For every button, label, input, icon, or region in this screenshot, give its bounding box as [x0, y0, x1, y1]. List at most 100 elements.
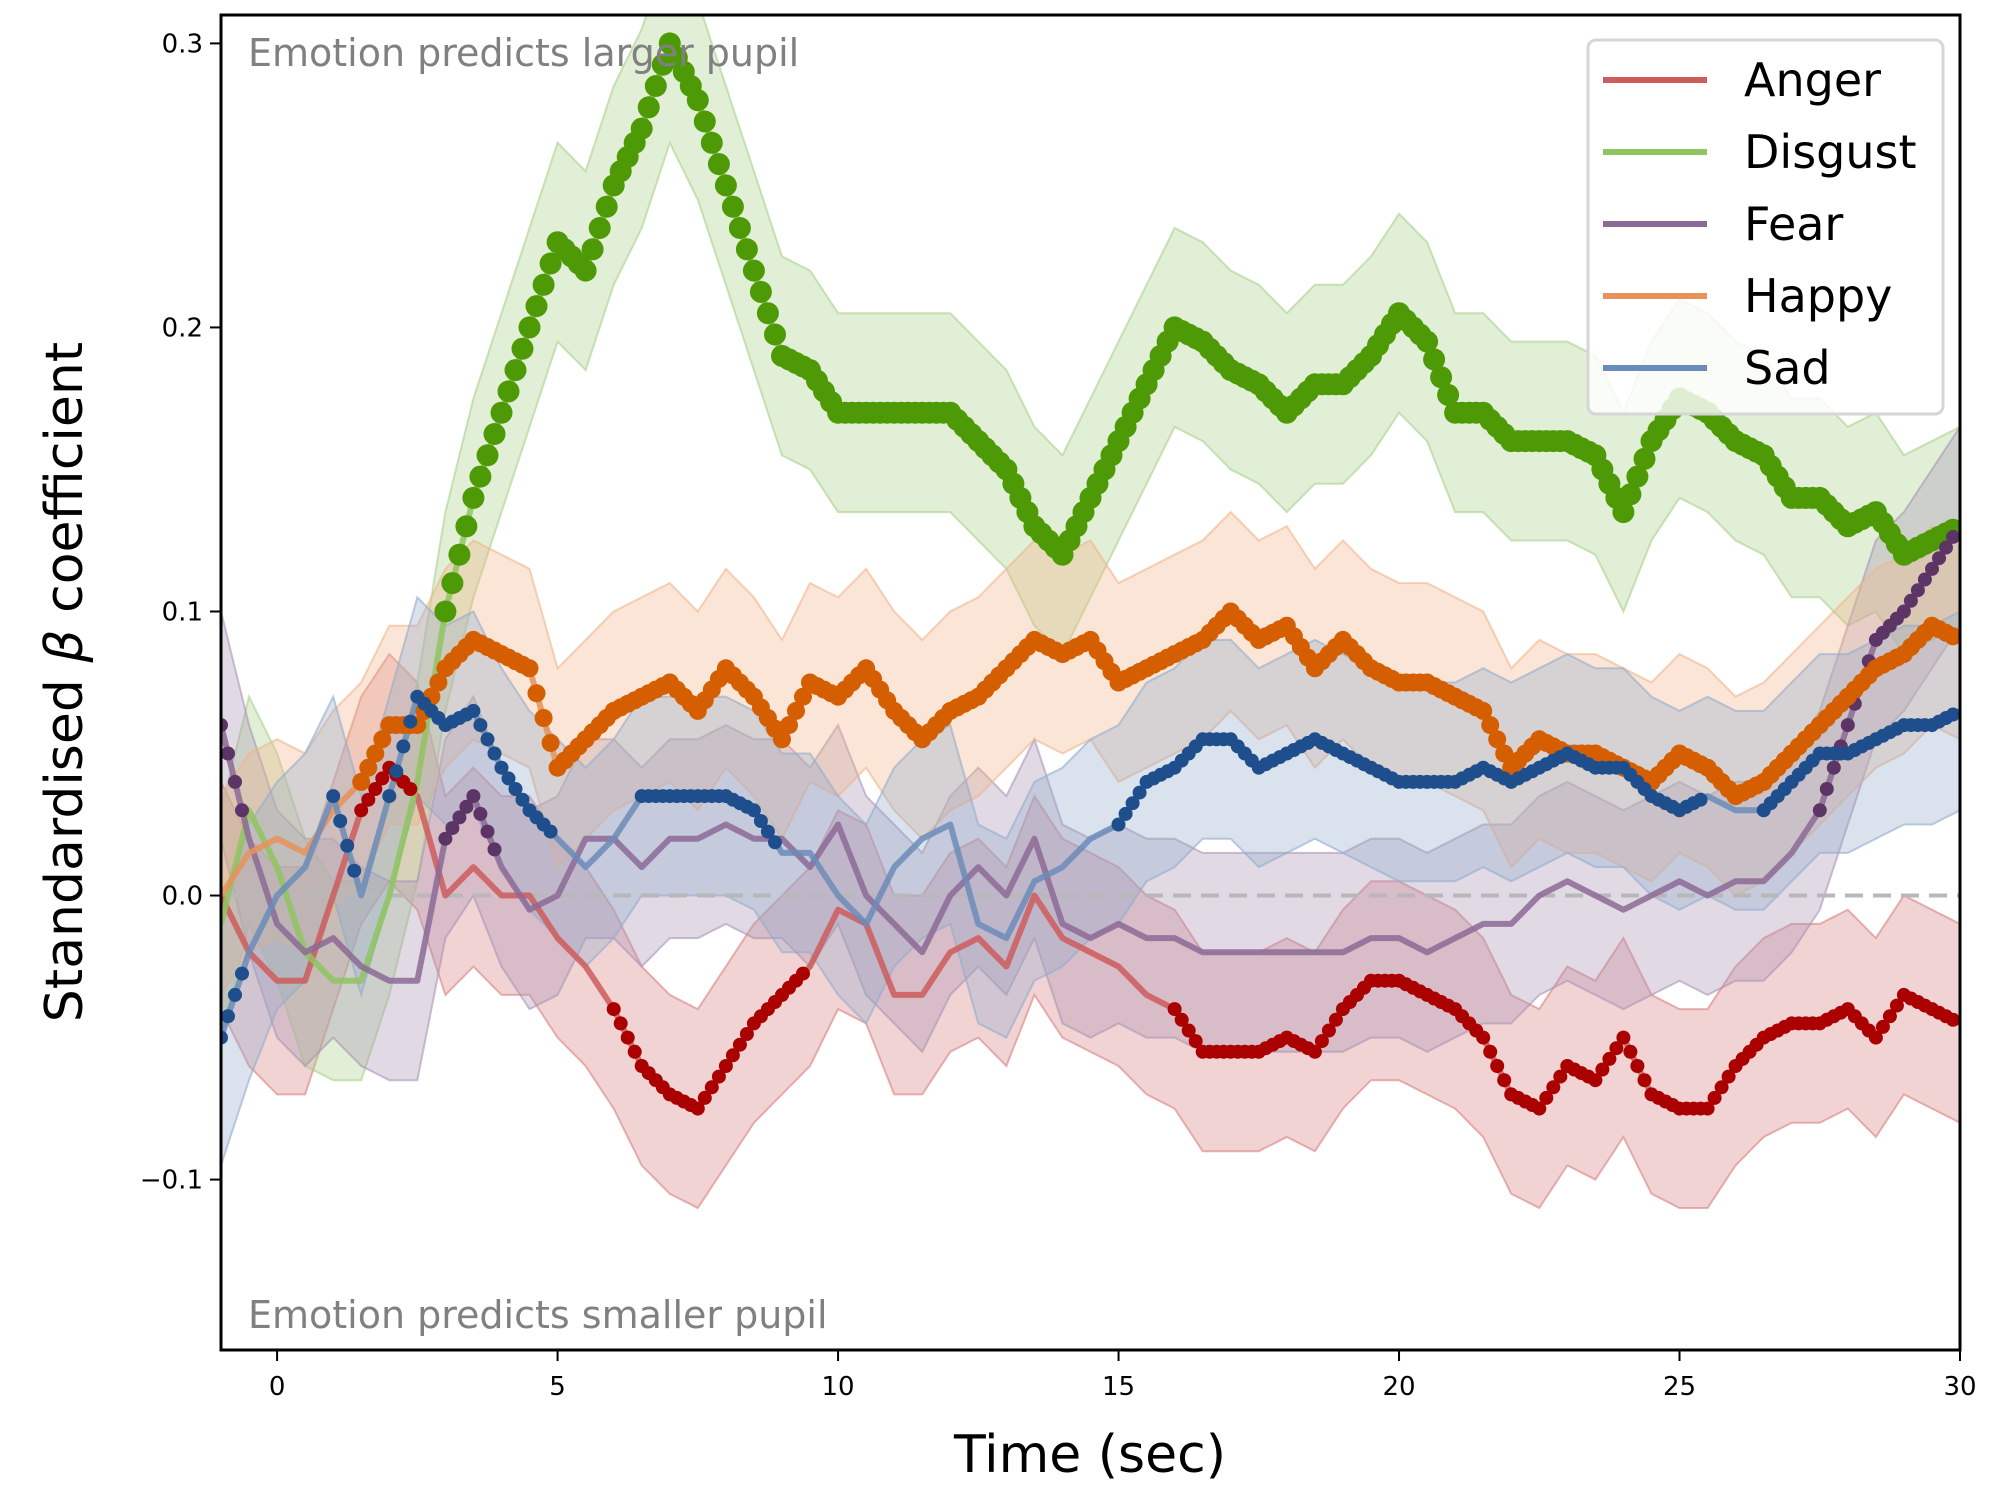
y-axis-title: Standardised β coefficient — [35, 342, 95, 1022]
ci-band-disgust — [221, 15, 1960, 1082]
significance-marker — [787, 701, 805, 720]
significance-marker — [228, 987, 242, 1002]
markers-disgust — [434, 32, 1960, 623]
significance-marker — [490, 401, 513, 424]
significance-marker — [1307, 1044, 1322, 1059]
legend-item-disgust: Disgust — [1603, 125, 1917, 179]
significance-marker — [375, 771, 390, 786]
significance-marker — [753, 814, 768, 828]
significance-marker — [1416, 330, 1439, 353]
significance-marker — [1609, 1041, 1624, 1056]
significance-marker — [1875, 1019, 1890, 1034]
significance-marker — [1714, 1080, 1729, 1095]
significance-marker — [434, 600, 457, 623]
legend-label: Disgust — [1744, 125, 1917, 179]
significance-marker — [473, 806, 488, 821]
significance-marker — [221, 746, 235, 761]
significance-marker — [613, 1016, 628, 1031]
significance-marker — [718, 1059, 733, 1073]
significance-marker — [235, 966, 249, 981]
significance-marker — [1539, 1090, 1554, 1105]
significance-marker — [368, 782, 383, 796]
significance-marker — [354, 803, 369, 818]
significance-marker — [501, 771, 516, 786]
significance-marker — [462, 486, 485, 509]
y-axis-title-prefix: Standardised — [35, 663, 95, 1023]
plot-frame — [219, 13, 1962, 1352]
significance-marker — [1623, 1044, 1638, 1059]
significance-marker — [504, 359, 527, 382]
significance-marker — [595, 195, 618, 218]
significance-marker — [693, 110, 716, 133]
significance-marker — [760, 824, 775, 839]
significance-marker — [686, 89, 709, 112]
significance-marker — [221, 718, 228, 733]
x-tick-label: 30 — [1943, 1372, 1976, 1402]
significance-marker — [520, 659, 539, 678]
significance-marker — [700, 131, 723, 154]
significance-marker — [1328, 1012, 1343, 1027]
significance-marker — [466, 789, 481, 804]
significance-marker — [1553, 1069, 1568, 1084]
significance-marker — [382, 789, 397, 804]
x-tick-label: 20 — [1382, 1372, 1415, 1402]
y-axis: −0.1 0.0 0.1 0.2 0.3 — [140, 29, 221, 1196]
significance-marker — [1946, 1012, 1960, 1027]
significance-marker — [1188, 1034, 1203, 1049]
annotation-smaller-pupil: Emotion predicts smaller pupil — [248, 1293, 828, 1337]
significance-marker — [1868, 1030, 1883, 1045]
significance-marker — [448, 543, 471, 566]
significance-marker — [739, 1027, 754, 1041]
y-tick-label: 0.0 — [162, 882, 203, 912]
y-tick-label: 0.3 — [162, 29, 203, 59]
significance-marker — [749, 280, 772, 303]
significance-marker — [333, 814, 348, 828]
series-line-fear — [221, 524, 1960, 984]
significance-marker — [532, 273, 555, 296]
significance-marker — [221, 1009, 235, 1024]
significance-marker — [606, 1002, 621, 1017]
significance-marker — [494, 760, 509, 775]
significance-marker — [518, 316, 541, 339]
y-tick-label: 0.2 — [162, 313, 203, 343]
significance-marker — [511, 337, 534, 360]
significance-marker — [459, 799, 474, 814]
significance-marker — [637, 96, 660, 119]
significance-marker — [347, 863, 362, 878]
significance-marker — [1946, 707, 1960, 722]
significance-marker — [574, 259, 597, 282]
significance-marker — [469, 465, 492, 488]
significance-marker — [746, 803, 761, 818]
significance-marker — [1700, 1101, 1715, 1116]
significance-marker — [534, 709, 553, 727]
significance-marker — [389, 764, 404, 779]
significance-marker — [1588, 1073, 1603, 1088]
significance-marker — [497, 380, 520, 403]
significance-marker — [476, 444, 499, 467]
significance-marker — [1111, 817, 1126, 832]
significance-marker — [620, 1030, 635, 1045]
legend-label: Happy — [1744, 269, 1892, 323]
markers-fear — [221, 529, 1960, 857]
significance-marker — [768, 835, 782, 850]
significance-marker — [1812, 803, 1827, 818]
y-tick-label: 0.1 — [162, 597, 203, 627]
ci-band-sad — [221, 595, 1960, 1166]
significance-marker — [1483, 1044, 1498, 1059]
significance-marker — [361, 792, 376, 807]
significance-marker — [707, 153, 730, 176]
significance-marker — [1174, 1012, 1189, 1027]
significance-marker — [403, 714, 418, 729]
significance-marker — [1630, 1059, 1645, 1073]
significance-marker — [1910, 583, 1925, 598]
significance-marker — [1721, 1069, 1736, 1084]
significance-marker — [352, 772, 371, 791]
significance-marker — [1602, 1051, 1617, 1066]
significance-marker — [1693, 792, 1708, 807]
significance-marker — [487, 842, 502, 857]
significance-marker — [1314, 1034, 1329, 1049]
significance-marker — [1481, 716, 1500, 735]
x-axis-title: Time (sec) — [953, 1425, 1226, 1485]
significance-marker — [1430, 366, 1453, 389]
significance-marker — [455, 515, 478, 538]
